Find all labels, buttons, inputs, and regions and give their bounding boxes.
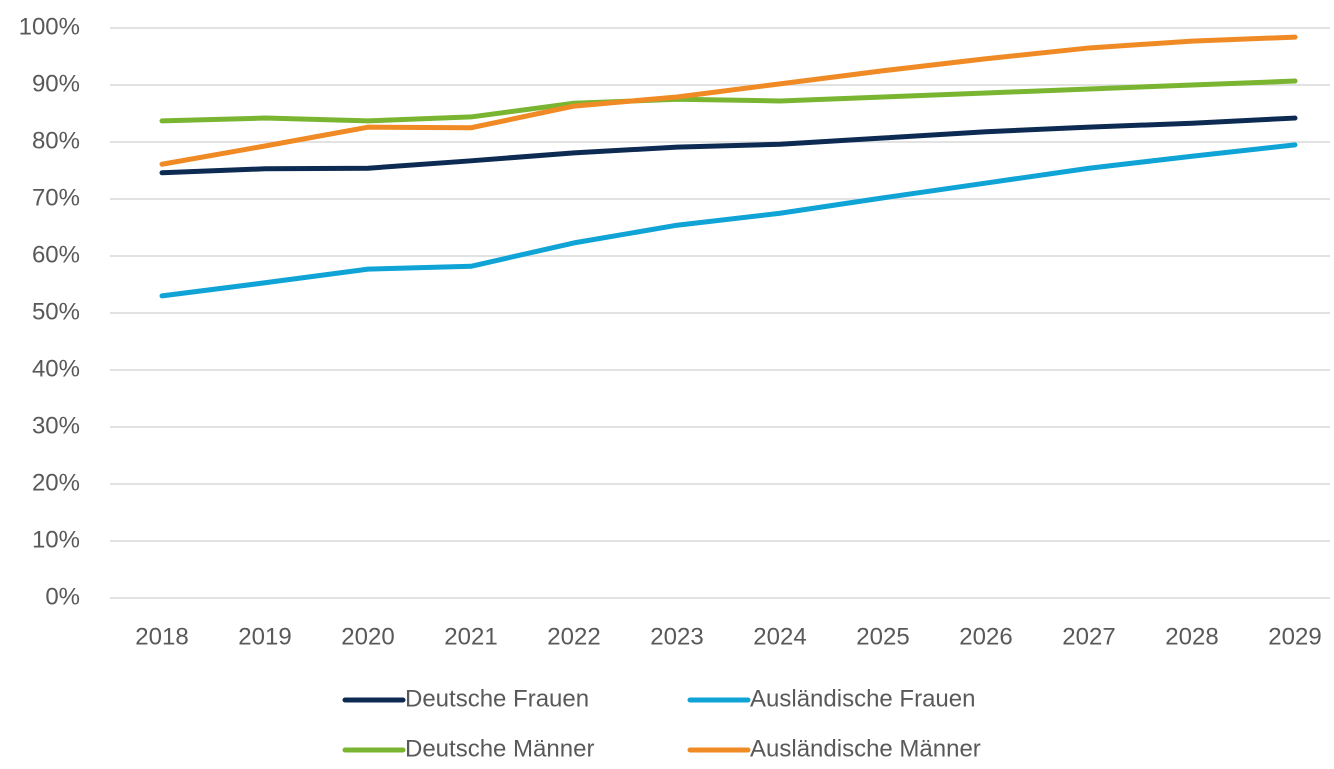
y-tick-label: 30%: [32, 412, 80, 439]
x-tick-label: 2026: [959, 623, 1012, 650]
x-tick-label: 2024: [753, 623, 806, 650]
y-tick-label: 40%: [32, 355, 80, 382]
y-tick-label: 50%: [32, 298, 80, 325]
y-tick-label: 60%: [32, 241, 80, 268]
series-line: [159, 142, 1298, 299]
x-tick-label: 2025: [856, 623, 909, 650]
y-tick-label: 20%: [32, 469, 80, 496]
series-line: [159, 115, 1298, 176]
x-tick-label: 2029: [1268, 623, 1321, 650]
series-line: [159, 34, 1298, 167]
x-tick-label: 2028: [1165, 623, 1218, 650]
legend-label: Ausländische Männer: [750, 735, 981, 762]
y-tick-label: 0%: [45, 583, 80, 610]
legend-label: Deutsche Männer: [405, 735, 594, 762]
x-tick-label: 2023: [650, 623, 703, 650]
x-tick-label: 2019: [238, 623, 291, 650]
y-tick-label: 90%: [32, 70, 80, 97]
legend-label: Ausländische Frauen: [750, 685, 975, 712]
y-tick-label: 80%: [32, 127, 80, 154]
legend-label: Deutsche Frauen: [405, 685, 589, 712]
y-tick-label: 70%: [32, 184, 80, 211]
x-tick-label: 2020: [341, 623, 394, 650]
series-line: [159, 78, 1298, 124]
x-tick-label: 2018: [135, 623, 188, 650]
y-tick-label: 10%: [32, 526, 80, 553]
x-tick-label: 2022: [547, 623, 600, 650]
x-tick-label: 2027: [1062, 623, 1115, 650]
x-tick-label: 2021: [444, 623, 497, 650]
y-tick-label: 100%: [19, 13, 80, 40]
